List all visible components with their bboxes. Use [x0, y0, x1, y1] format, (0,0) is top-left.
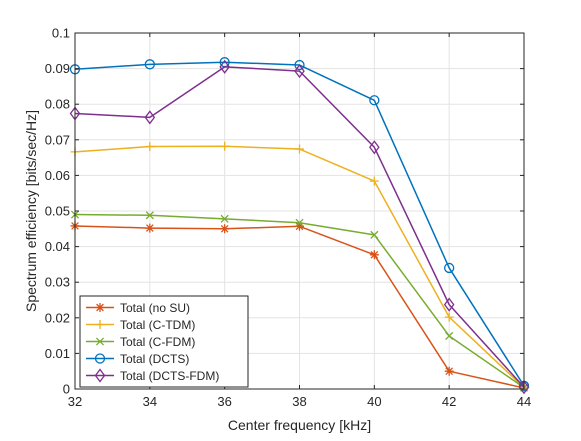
- data-point-marker: [145, 142, 155, 152]
- x-tick-label: 32: [68, 394, 82, 409]
- data-point-marker: [444, 262, 455, 274]
- y-tick-label: 0.04: [45, 239, 70, 254]
- x-tick-label: 34: [143, 394, 157, 409]
- y-axis-label: Spectrum efficiency [bits/sec/Hz]: [23, 110, 39, 312]
- legend-label: Total (no SU): [120, 301, 190, 315]
- legend-label: Total (C-FDM): [120, 335, 195, 349]
- legend: Total (no SU) Total (C-TDM) Total (C-FDM) T…: [79, 295, 249, 388]
- y-tick-label: 0.09: [45, 61, 70, 76]
- data-point-marker: [144, 59, 155, 70]
- x-tick-label: 36: [217, 394, 231, 409]
- data-point-marker: [443, 297, 455, 312]
- y-tick-label: 0.07: [45, 132, 70, 147]
- legend-marker: [94, 368, 106, 383]
- data-point-marker: [445, 331, 454, 341]
- y-tick-label: 0.03: [45, 275, 70, 290]
- y-tick-label: 0.01: [45, 346, 70, 361]
- y-tick-label: 0.02: [45, 310, 70, 325]
- series-line: [74, 66, 525, 388]
- data-point-marker: [295, 221, 304, 231]
- data-point-marker: [369, 140, 380, 155]
- legend-marker: [95, 303, 105, 312]
- data-point-marker: [369, 250, 379, 260]
- legend-label: Total (DCTS): [120, 352, 189, 366]
- x-tick-label: 40: [367, 394, 381, 409]
- legend-marker: [95, 320, 105, 329]
- data-point-marker: [444, 366, 454, 376]
- x-tick-label: 38: [292, 394, 306, 409]
- data-point-marker: [219, 59, 230, 74]
- data-point-marker: [518, 380, 530, 395]
- y-tick-label: 0.1: [52, 26, 70, 41]
- axes: 32 34 36 38 40 42 44 0 0.01 0.02 0.03 0.04 0.05 0.06 0…: [45, 26, 532, 410]
- data-point-marker: [220, 214, 229, 223]
- y-tick-label: 0.08: [45, 97, 70, 112]
- y-tick-label: 0.05: [45, 204, 70, 219]
- legend-marker: [94, 353, 106, 364]
- y-tick-label: 0.06: [45, 168, 70, 183]
- y-tick-label: 0: [63, 382, 70, 397]
- data-point-marker: [294, 59, 305, 71]
- data-point-marker: [220, 224, 230, 234]
- data-point-marker: [369, 95, 380, 106]
- data-point-marker: [220, 141, 230, 151]
- data-point-marker: [370, 230, 379, 239]
- legend-label: Total (DCTS-FDM): [120, 369, 219, 383]
- data-point-marker: [295, 218, 304, 227]
- data-point-marker: [369, 176, 379, 186]
- data-point-marker: [145, 223, 155, 233]
- x-tick-label: 44: [517, 394, 531, 409]
- x-axis-label: Center frequency [kHz]: [228, 417, 371, 433]
- x-tick-label: 42: [442, 394, 456, 409]
- legend-marker: [95, 337, 105, 346]
- data-point-marker: [144, 110, 156, 125]
- data-point-marker: [444, 312, 454, 322]
- data-point-marker: [294, 64, 305, 79]
- data-point-marker: [145, 211, 154, 220]
- data-point-marker: [295, 144, 304, 154]
- legend-label: Total (C-TDM): [120, 318, 195, 332]
